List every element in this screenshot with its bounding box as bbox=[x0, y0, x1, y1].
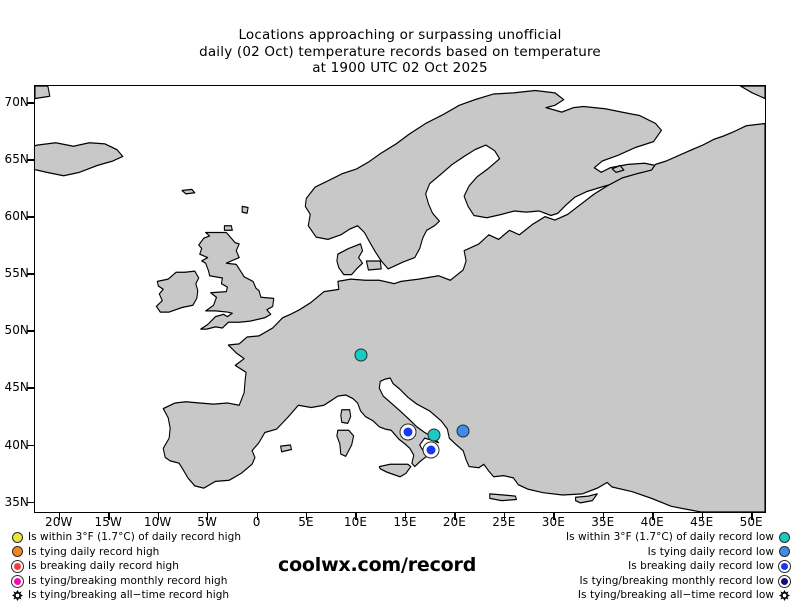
data-points-layer bbox=[35, 86, 765, 512]
data-point-breaking-daily-record-low[interactable] bbox=[422, 441, 440, 459]
legend-item-near-record-high: Is within 3°F (1.7°C) of daily record hi… bbox=[12, 530, 241, 545]
x-tick bbox=[108, 513, 110, 520]
map-geography bbox=[35, 86, 765, 512]
title-line-2: daily (02 Oct) temperature records based… bbox=[199, 43, 601, 60]
x-tick-label: 50E bbox=[739, 515, 763, 529]
monthly-record-high-swatch-icon bbox=[11, 574, 24, 588]
x-tick-label: 5W bbox=[197, 515, 217, 529]
legend-item-all-time-record-high: Is tying/breaking all−time record high bbox=[12, 588, 241, 603]
x-tick bbox=[602, 513, 605, 520]
x-tick bbox=[306, 513, 308, 520]
legend-item-label: Is tying/breaking monthly record high bbox=[28, 574, 228, 587]
title-line-1: Locations approaching or surpassing unof… bbox=[238, 27, 562, 43]
x-tick bbox=[454, 513, 456, 520]
legend-item-monthly-record-high: Is tying/breaking monthly record high bbox=[11, 574, 241, 589]
near-record-high-swatch-icon bbox=[12, 531, 23, 543]
y-tick bbox=[27, 387, 34, 389]
x-tick bbox=[256, 513, 258, 520]
brand-label[interactable]: coolwx.com/record bbox=[278, 554, 477, 576]
y-tick-label: 50N bbox=[4, 323, 29, 338]
y-tick bbox=[27, 216, 34, 218]
x-tick-label: 10W bbox=[143, 515, 172, 529]
x-tick-label: 45E bbox=[690, 515, 714, 529]
x-tick-label: 20E bbox=[442, 515, 466, 529]
tying-daily-record-high-swatch-icon bbox=[12, 546, 23, 558]
legend-item-label: Is breaking daily record high bbox=[28, 560, 179, 573]
legend-item-all-time-record-low: Is tying/breaking all−time record low bbox=[566, 588, 790, 603]
legend-item-label: Is tying daily record low bbox=[647, 545, 774, 558]
data-point-near-record-low[interactable] bbox=[354, 348, 368, 362]
legend-item-breaking-daily-record-low: Is breaking daily record low bbox=[566, 559, 791, 574]
x-tick-label: 15W bbox=[94, 515, 122, 529]
legend-item-breaking-daily-record-high: Is breaking daily record high bbox=[11, 559, 241, 574]
y-tick-label: 70N bbox=[4, 95, 29, 110]
data-point-tying-daily-record-low[interactable] bbox=[456, 424, 470, 438]
y-tick bbox=[27, 159, 34, 161]
x-tick-label: 5E bbox=[298, 515, 314, 529]
legend-item-label: Is breaking daily record low bbox=[628, 560, 774, 573]
x-tick-label: 30E bbox=[541, 515, 565, 529]
page-title: Locations approaching or surpassing unof… bbox=[0, 27, 800, 77]
breaking-daily-record-low-swatch-icon bbox=[778, 559, 791, 573]
legend-item-label: Is tying/breaking all−time record high bbox=[28, 589, 230, 602]
x-tick bbox=[157, 513, 160, 520]
x-tick bbox=[553, 513, 555, 520]
x-tick bbox=[751, 513, 753, 520]
data-point-near-record-low[interactable] bbox=[427, 428, 441, 442]
all-time-record-low-swatch-icon bbox=[779, 590, 790, 602]
x-tick bbox=[652, 513, 654, 520]
x-tick bbox=[404, 513, 407, 520]
x-tick bbox=[207, 513, 209, 520]
x-tick-label: 40E bbox=[640, 515, 664, 529]
x-tick-label: 35E bbox=[591, 515, 615, 529]
x-tick-label: 20W bbox=[45, 515, 73, 529]
legend-record-high: Is within 3°F (1.7°C) of daily record hi… bbox=[11, 530, 241, 603]
breaking-daily-record-high-swatch-icon bbox=[11, 559, 24, 573]
monthly-record-low-swatch-icon bbox=[778, 574, 791, 588]
map-plot-area[interactable] bbox=[34, 85, 766, 513]
x-tick bbox=[503, 513, 506, 520]
x-tick bbox=[58, 513, 61, 520]
tying-daily-record-low-swatch-icon bbox=[779, 546, 790, 558]
title-line-3: at 1900 UTC 02 Oct 2025 bbox=[312, 60, 488, 76]
legend-item-near-record-low: Is within 3°F (1.7°C) of daily record lo… bbox=[566, 530, 790, 545]
data-point-breaking-daily-record-low[interactable] bbox=[399, 423, 417, 441]
y-tick bbox=[27, 330, 34, 332]
y-tick-label: 40N bbox=[4, 437, 29, 452]
y-tick bbox=[27, 273, 34, 275]
x-tick-label: 25E bbox=[492, 515, 516, 529]
x-tick bbox=[701, 513, 704, 520]
legend-item-label: Is within 3°F (1.7°C) of daily record hi… bbox=[28, 531, 242, 543]
all-time-record-high-swatch-icon bbox=[12, 590, 23, 602]
y-tick-label: 45N bbox=[4, 380, 29, 395]
legend-record-low: Is within 3°F (1.7°C) of daily record lo… bbox=[566, 530, 791, 603]
y-tick bbox=[27, 444, 34, 446]
legend-item-label: Is tying/breaking all−time record low bbox=[577, 589, 774, 602]
x-tick-label: 15E bbox=[393, 515, 417, 529]
coastline-vector bbox=[35, 86, 765, 512]
legend-item-label: Is tying/breaking monthly record low bbox=[579, 574, 774, 587]
starburst-icon bbox=[779, 590, 790, 602]
near-record-low-swatch-icon bbox=[779, 531, 790, 543]
x-tick-label: 10E bbox=[343, 515, 368, 529]
legend-item-label: Is tying daily record high bbox=[28, 545, 160, 558]
legend-item-label: Is within 3°F (1.7°C) of daily record lo… bbox=[565, 531, 774, 543]
legend-item-tying-daily-record-low: Is tying daily record low bbox=[566, 545, 790, 560]
x-tick-label: 0 bbox=[252, 515, 261, 529]
starburst-icon bbox=[12, 590, 23, 602]
y-tick-label: 55N bbox=[4, 266, 29, 281]
y-tick-label: 65N bbox=[4, 152, 29, 167]
y-tick bbox=[27, 501, 34, 503]
x-tick bbox=[355, 513, 357, 520]
y-tick-label: 60N bbox=[4, 209, 29, 224]
y-tick bbox=[27, 102, 34, 104]
legend-item-monthly-record-low: Is tying/breaking monthly record low bbox=[566, 574, 791, 589]
legend-item-tying-daily-record-high: Is tying daily record high bbox=[12, 545, 241, 560]
y-tick-label: 35N bbox=[4, 494, 29, 509]
